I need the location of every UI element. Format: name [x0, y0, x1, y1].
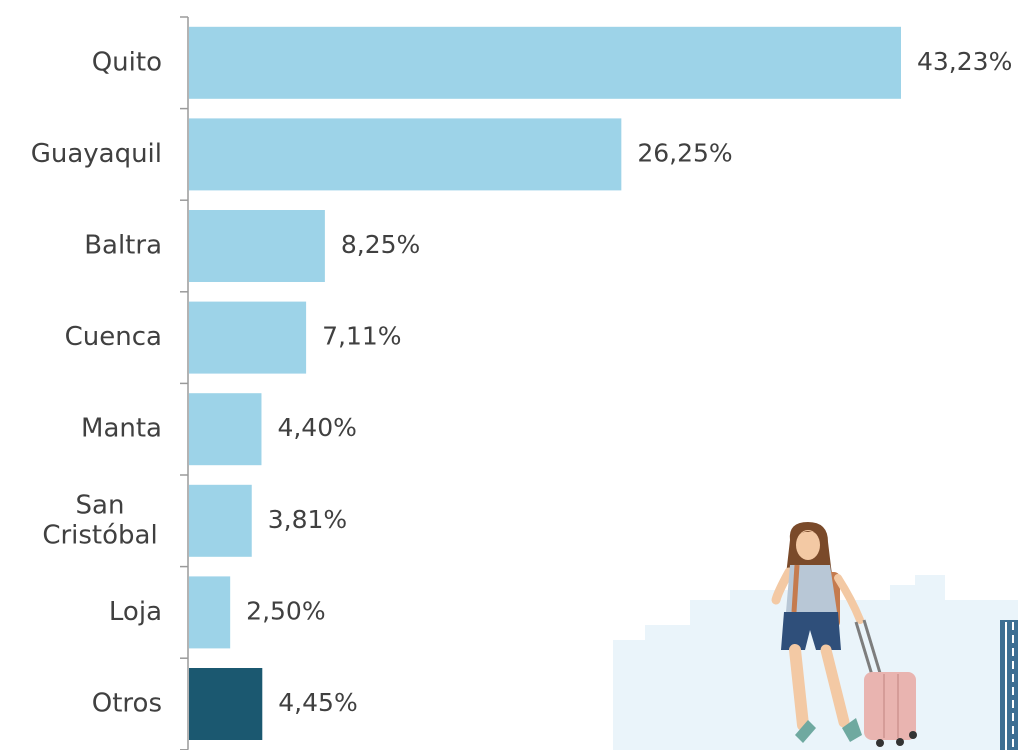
category-label: Loja: [109, 597, 162, 627]
bar-quito: [189, 26, 901, 99]
category-label: Quito: [92, 47, 162, 77]
value-label: 8,25%: [341, 230, 420, 259]
bar-guayaquil: [189, 118, 622, 191]
traveler-illustration: [613, 522, 1018, 750]
value-label: 4,40%: [277, 413, 356, 442]
bar-san-crist-bal: [189, 484, 252, 557]
category-label: Baltra: [84, 231, 162, 261]
category-axis: [180, 16, 189, 750]
city-skyline-icon: [613, 575, 1018, 750]
building-icon: [1000, 620, 1018, 750]
category-labels: Quito Guayaquil Baltra Cuenca Manta San Cristó…: [31, 47, 162, 718]
bar-otros: [189, 668, 263, 740]
value-labels: 43,23% 26,25% 8,25% 7,11% 4,40% 3,81% 2,50% 4,4…: [246, 47, 1012, 717]
bar-cuenca: [189, 301, 307, 374]
value-label: 26,25%: [637, 138, 732, 167]
category-label: Otros: [92, 689, 162, 719]
value-label: 4,45%: [278, 688, 357, 717]
bar-manta: [189, 393, 262, 466]
value-label: 7,11%: [322, 322, 401, 351]
value-label: 2,50%: [246, 596, 325, 625]
traveler-icon: [771, 522, 917, 747]
category-label: San Cristóbal: [42, 490, 157, 550]
category-label: Manta: [81, 414, 162, 444]
category-label: Guayaquil: [31, 139, 162, 169]
bar-loja: [189, 576, 231, 649]
value-label: 3,81%: [268, 505, 347, 534]
value-label: 43,23%: [917, 47, 1012, 76]
bar-baltra: [189, 210, 325, 282]
category-label: Cuenca: [65, 322, 162, 352]
bars: [189, 26, 901, 740]
